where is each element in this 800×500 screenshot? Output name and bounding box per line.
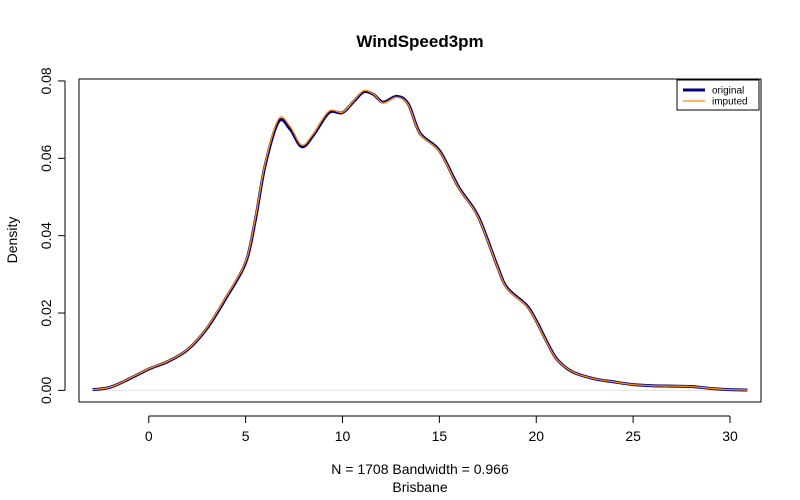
plot-frame (78, 78, 762, 403)
y-tick-label: 0.04 (38, 222, 54, 249)
x-tick-label: 10 (335, 428, 351, 444)
x-tick-label: 0 (145, 428, 153, 444)
legend-box (676, 79, 760, 111)
x-axis-subtitle: Brisbane (392, 479, 447, 495)
x-tick-label: 20 (528, 428, 544, 444)
x-tick-label: 30 (722, 428, 738, 444)
y-tick-label: 0.02 (38, 299, 54, 326)
x-tick-label: 15 (432, 428, 448, 444)
x-tick-label: 5 (242, 428, 250, 444)
x-axis-title: N = 1708 Bandwidth = 0.966 (331, 461, 509, 477)
chart-title: WindSpeed3pm (356, 32, 483, 51)
legend-label-original: original (712, 86, 744, 97)
y-axis-title: Density (4, 217, 20, 264)
y-tick-label: 0.08 (38, 67, 54, 94)
legend-label-imputed: imputed (712, 97, 748, 108)
x-tick-label: 25 (625, 428, 641, 444)
density-line-imputed (92, 89, 748, 391)
density-line-original (92, 89, 748, 392)
y-tick-label: 0.06 (38, 144, 54, 171)
y-tick-label: 0.00 (38, 377, 54, 404)
